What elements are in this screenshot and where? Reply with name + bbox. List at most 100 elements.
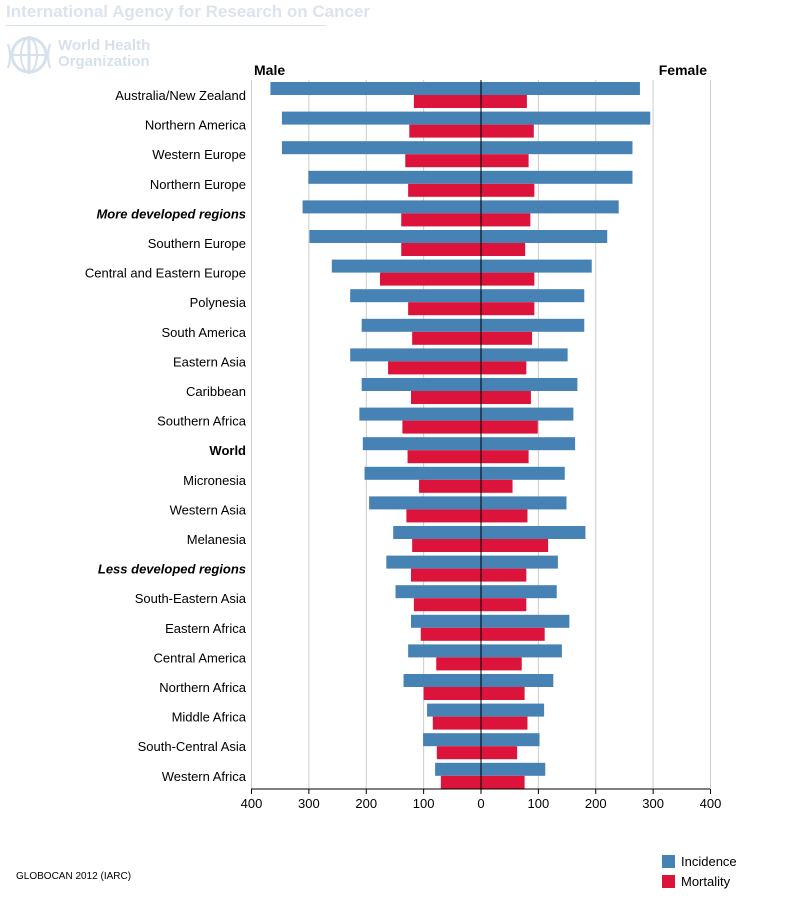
bar-female-mortality: [481, 775, 525, 789]
bar-female-incidence: [481, 733, 540, 747]
bar-male-incidence: [427, 703, 481, 717]
source-note: GLOBOCAN 2012 (IARC): [16, 871, 132, 882]
category-label: Micronesia: [183, 473, 247, 488]
agency-title: International Agency for Research on Can…: [6, 2, 371, 21]
bar-female-incidence: [481, 289, 585, 303]
bar-male-incidence: [395, 585, 481, 599]
bar-female-mortality: [481, 391, 531, 404]
bar-male-mortality: [412, 331, 481, 345]
bar-female-mortality: [481, 213, 531, 227]
category-label: Western Asia: [170, 502, 247, 517]
bar-male-mortality: [420, 627, 481, 641]
header-divider: [6, 25, 326, 26]
bar-female-mortality: [481, 657, 522, 671]
x-tick-label: 400: [241, 796, 263, 811]
bar-male-incidence: [362, 437, 481, 451]
bar-male-mortality: [413, 95, 481, 108]
bar-female-incidence: [481, 200, 619, 214]
x-tick-label: 200: [355, 796, 377, 811]
bar-female-mortality: [481, 627, 545, 641]
bar-female-incidence: [481, 141, 633, 155]
bar-female-incidence: [481, 762, 546, 776]
bar-male-incidence: [393, 526, 481, 539]
bar-female-incidence: [481, 496, 567, 510]
bar-female-mortality: [481, 450, 529, 464]
bar-female-mortality: [481, 687, 525, 700]
bar-male-mortality: [411, 568, 481, 582]
legend-item-incidence: Incidence: [662, 851, 737, 871]
x-tick-label: 0: [477, 796, 484, 811]
bar-female-incidence: [481, 318, 585, 332]
bar-male-mortality: [440, 775, 481, 789]
bar-female-incidence: [481, 526, 586, 539]
category-label: Middle Africa: [172, 710, 247, 725]
bar-female-mortality: [481, 124, 534, 138]
x-tick-label: 300: [298, 796, 320, 811]
bar-female-mortality: [481, 243, 526, 256]
bar-male-incidence: [369, 496, 481, 510]
bar-male-mortality: [402, 420, 481, 434]
x-tick-label: 200: [585, 796, 607, 811]
who-name: World Health Organization: [58, 38, 168, 70]
bar-female-incidence: [481, 555, 558, 569]
bar-female-mortality: [481, 420, 538, 434]
bar-female-mortality: [481, 716, 528, 730]
category-label: Less developed regions: [98, 562, 246, 577]
bar-male-mortality: [408, 302, 481, 316]
legend-swatch-mortality: [662, 874, 675, 888]
bar-male-incidence: [331, 259, 481, 273]
bar-male-incidence: [408, 644, 481, 658]
category-label: Southern Europe: [148, 236, 246, 251]
bar-male-mortality: [405, 154, 481, 168]
bar-male-mortality: [413, 598, 481, 612]
bar-male-incidence: [359, 407, 481, 421]
category-label: More developed regions: [96, 206, 246, 221]
who-emblem-icon: [7, 36, 51, 74]
bar-female-mortality: [481, 95, 527, 108]
legend-label-mortality: Mortality: [681, 873, 731, 889]
bar-female-mortality: [481, 539, 549, 552]
category-label: Central America: [154, 650, 247, 665]
bar-male-mortality: [432, 716, 481, 730]
category-label: South-Eastern Asia: [135, 591, 247, 606]
bar-male-incidence: [361, 378, 481, 391]
bar-female-incidence: [481, 703, 545, 717]
bar-male-incidence: [364, 466, 481, 480]
category-label: Australia/New Zealand: [115, 88, 246, 103]
bar-female-mortality: [481, 509, 528, 523]
x-tick-label: 100: [413, 796, 435, 811]
who-name-line2: Organization: [58, 53, 150, 70]
bar-female-incidence: [481, 466, 565, 480]
bar-female-incidence: [481, 170, 633, 184]
bar-female-incidence: [481, 585, 557, 599]
bar-female-mortality: [481, 479, 513, 493]
female-side-label: Female: [659, 62, 707, 78]
bar-female-mortality: [481, 746, 518, 760]
bar-female-mortality: [481, 598, 527, 612]
bar-male-mortality: [436, 657, 481, 671]
bar-female-incidence: [481, 378, 578, 391]
bar-male-mortality: [412, 539, 481, 552]
bar-male-incidence: [350, 289, 481, 303]
category-label: Northern America: [145, 118, 247, 133]
bar-female-incidence: [481, 674, 554, 687]
bar-male-incidence: [350, 348, 481, 362]
category-label: World: [209, 443, 246, 458]
bar-male-incidence: [435, 762, 481, 776]
bar-female-mortality: [481, 183, 535, 197]
bar-female-mortality: [481, 568, 527, 582]
bar-female-incidence: [481, 82, 640, 95]
category-label: Eastern Africa: [165, 621, 247, 636]
category-label: South-Central Asia: [138, 739, 247, 754]
bar-male-mortality: [406, 509, 481, 523]
bar-female-mortality: [481, 302, 535, 316]
legend-label-incidence: Incidence: [681, 853, 737, 869]
legend-item-mortality: Mortality: [662, 871, 737, 891]
legend-swatch-incidence: [662, 854, 675, 868]
bar-female-incidence: [481, 111, 651, 125]
male-side-label: Male: [254, 62, 285, 78]
x-tick-label: 400: [700, 796, 722, 811]
bar-male-mortality: [407, 450, 481, 464]
bar-male-mortality: [411, 391, 481, 404]
category-label: Eastern Asia: [173, 354, 247, 369]
